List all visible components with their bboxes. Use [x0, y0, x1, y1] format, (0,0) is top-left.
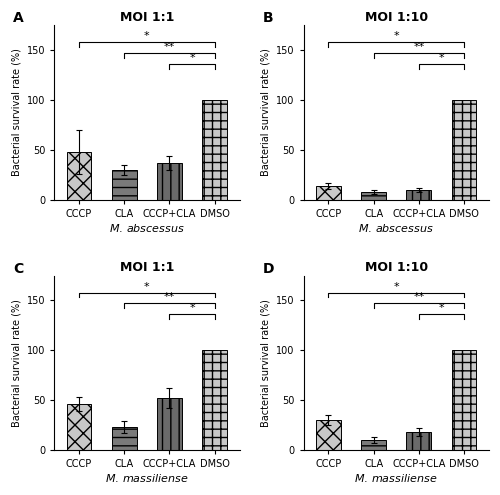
X-axis label: $\it{M.\/massiliense}$: $\it{M.\/massiliense}$ [105, 472, 188, 484]
Bar [157, 163, 182, 200]
Bar [202, 100, 227, 200]
Bar [452, 100, 476, 200]
Bar [406, 432, 431, 450]
Bar [452, 350, 476, 450]
Text: *: * [190, 53, 195, 63]
Bar [202, 350, 227, 450]
Bar [316, 186, 341, 200]
Title: MOI 1:1: MOI 1:1 [120, 261, 174, 274]
Text: *: * [190, 303, 195, 313]
Text: **: ** [164, 42, 175, 52]
Text: *: * [438, 303, 444, 313]
Text: A: A [14, 11, 24, 25]
Text: *: * [394, 282, 399, 292]
X-axis label: $\it{M.\/massiliense}$: $\it{M.\/massiliense}$ [354, 472, 438, 484]
Text: *: * [438, 53, 444, 63]
Text: *: * [394, 31, 399, 41]
Y-axis label: Bacterial survival rate (%): Bacterial survival rate (%) [11, 299, 21, 427]
Text: C: C [14, 261, 24, 276]
X-axis label: $\it{M.\/abscessus}$: $\it{M.\/abscessus}$ [358, 222, 434, 234]
Bar [112, 170, 136, 200]
Text: B: B [262, 11, 274, 25]
Bar [66, 404, 92, 450]
Bar [361, 440, 386, 450]
Y-axis label: Bacterial survival rate (%): Bacterial survival rate (%) [260, 299, 270, 427]
Bar [66, 152, 92, 200]
Title: MOI 1:10: MOI 1:10 [364, 11, 428, 24]
Text: *: * [144, 31, 150, 41]
Bar [361, 192, 386, 200]
Text: **: ** [413, 293, 424, 302]
Title: MOI 1:10: MOI 1:10 [364, 261, 428, 274]
Y-axis label: Bacterial survival rate (%): Bacterial survival rate (%) [11, 49, 21, 177]
Bar [112, 427, 136, 450]
X-axis label: $\it{M.\/abscessus}$: $\it{M.\/abscessus}$ [109, 222, 185, 234]
Title: MOI 1:1: MOI 1:1 [120, 11, 174, 24]
Text: **: ** [413, 42, 424, 52]
Bar [406, 190, 431, 200]
Text: *: * [144, 282, 150, 292]
Bar [157, 398, 182, 450]
Bar [316, 420, 341, 450]
Text: D: D [262, 261, 274, 276]
Text: **: ** [164, 293, 175, 302]
Y-axis label: Bacterial survival rate (%): Bacterial survival rate (%) [260, 49, 270, 177]
